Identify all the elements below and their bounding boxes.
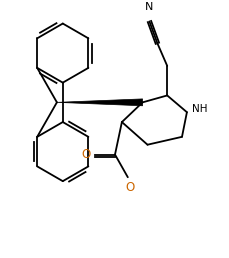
Text: N: N: [145, 2, 153, 12]
Text: O: O: [82, 148, 91, 161]
Text: O: O: [125, 181, 134, 194]
Polygon shape: [57, 99, 142, 106]
Text: NH: NH: [191, 104, 206, 114]
